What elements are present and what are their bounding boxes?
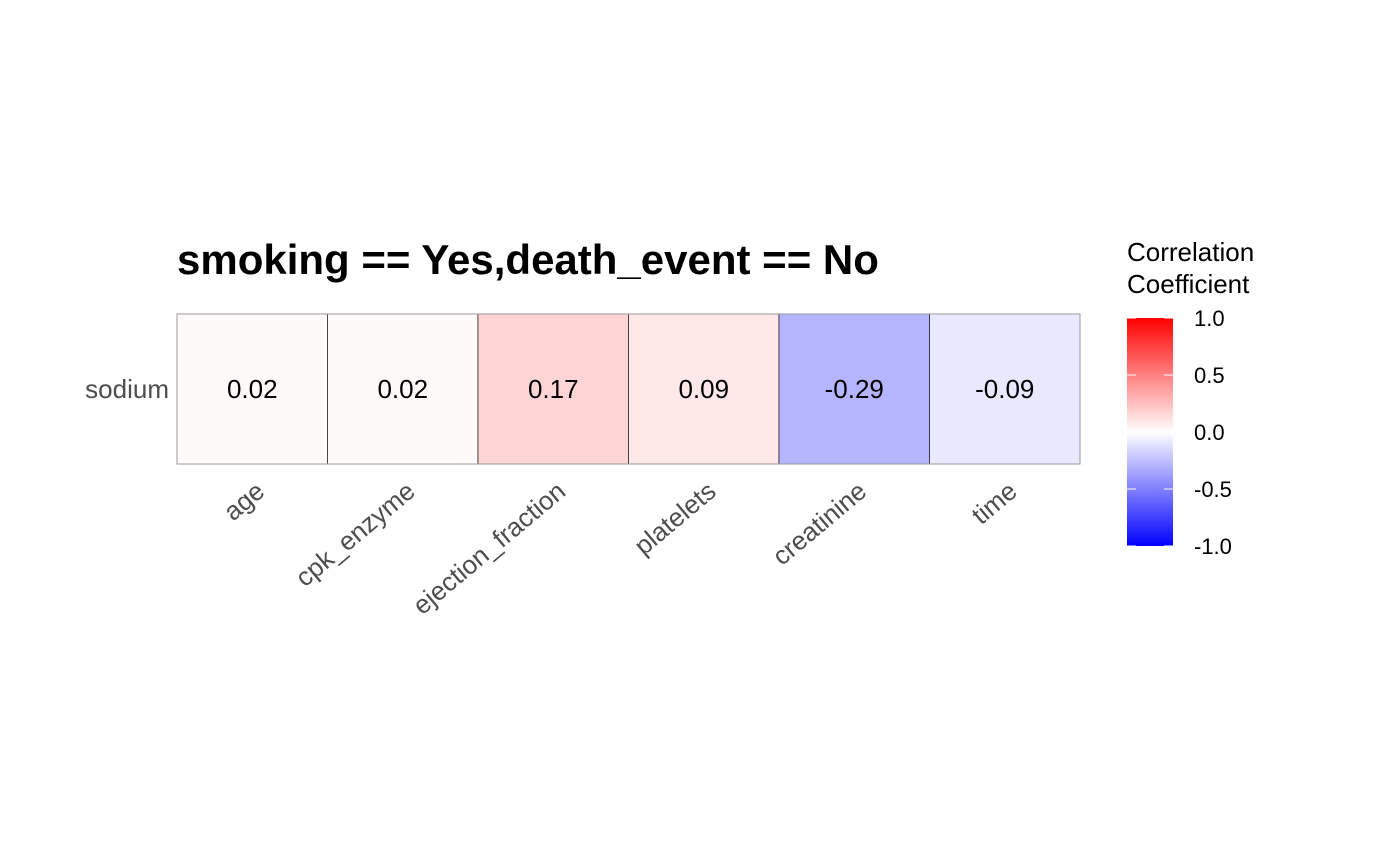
- legend-tick-label: -0.5: [1194, 477, 1232, 502]
- heatmap-border: [176, 313, 1081, 465]
- legend-tick-label: 0.0: [1194, 420, 1225, 445]
- x-tick-label: cpk_enzyme: [290, 476, 421, 593]
- heatmap-cells: 0.02 0.02 0.17 0.09 -0.29 -0.09: [176, 313, 1081, 465]
- color-legend: Correlation Coefficient 1.0 0.5 0.0 -0.5 -1.…: [1127, 237, 1254, 559]
- heatmap-cell: [778, 313, 930, 465]
- legend-tick-label: 0.5: [1194, 363, 1225, 388]
- cell-value-label: -0.09: [975, 374, 1034, 404]
- x-tick-label: creatinine: [766, 476, 872, 571]
- y-axis-labels: sodium: [85, 374, 169, 404]
- legend-title-line2: Coefficient: [1127, 269, 1250, 299]
- legend-tick-label: 1.0: [1194, 306, 1225, 331]
- cell-value-label: 0.09: [678, 374, 729, 404]
- x-tick-label: age: [218, 476, 271, 527]
- chart-title: smoking == Yes,death_event == No: [177, 236, 879, 283]
- heatmap-cell: [327, 313, 479, 465]
- cell-value-label: 0.02: [227, 374, 278, 404]
- cell-value-label: -0.29: [825, 374, 884, 404]
- y-tick-label: sodium: [85, 374, 169, 404]
- cell-value-label: 0.17: [528, 374, 579, 404]
- cell-value-label: 0.02: [377, 374, 428, 404]
- x-tick-label: ejection_fraction: [407, 476, 571, 621]
- legend-title-line1: Correlation: [1127, 237, 1254, 267]
- heatmap-cell: [929, 313, 1081, 465]
- x-tick-label: time: [966, 476, 1023, 531]
- heatmap-cell: [176, 313, 328, 465]
- heatmap-cell: [628, 313, 780, 465]
- legend-tick-label: -1.0: [1194, 534, 1232, 559]
- x-tick-label: platelets: [628, 476, 721, 561]
